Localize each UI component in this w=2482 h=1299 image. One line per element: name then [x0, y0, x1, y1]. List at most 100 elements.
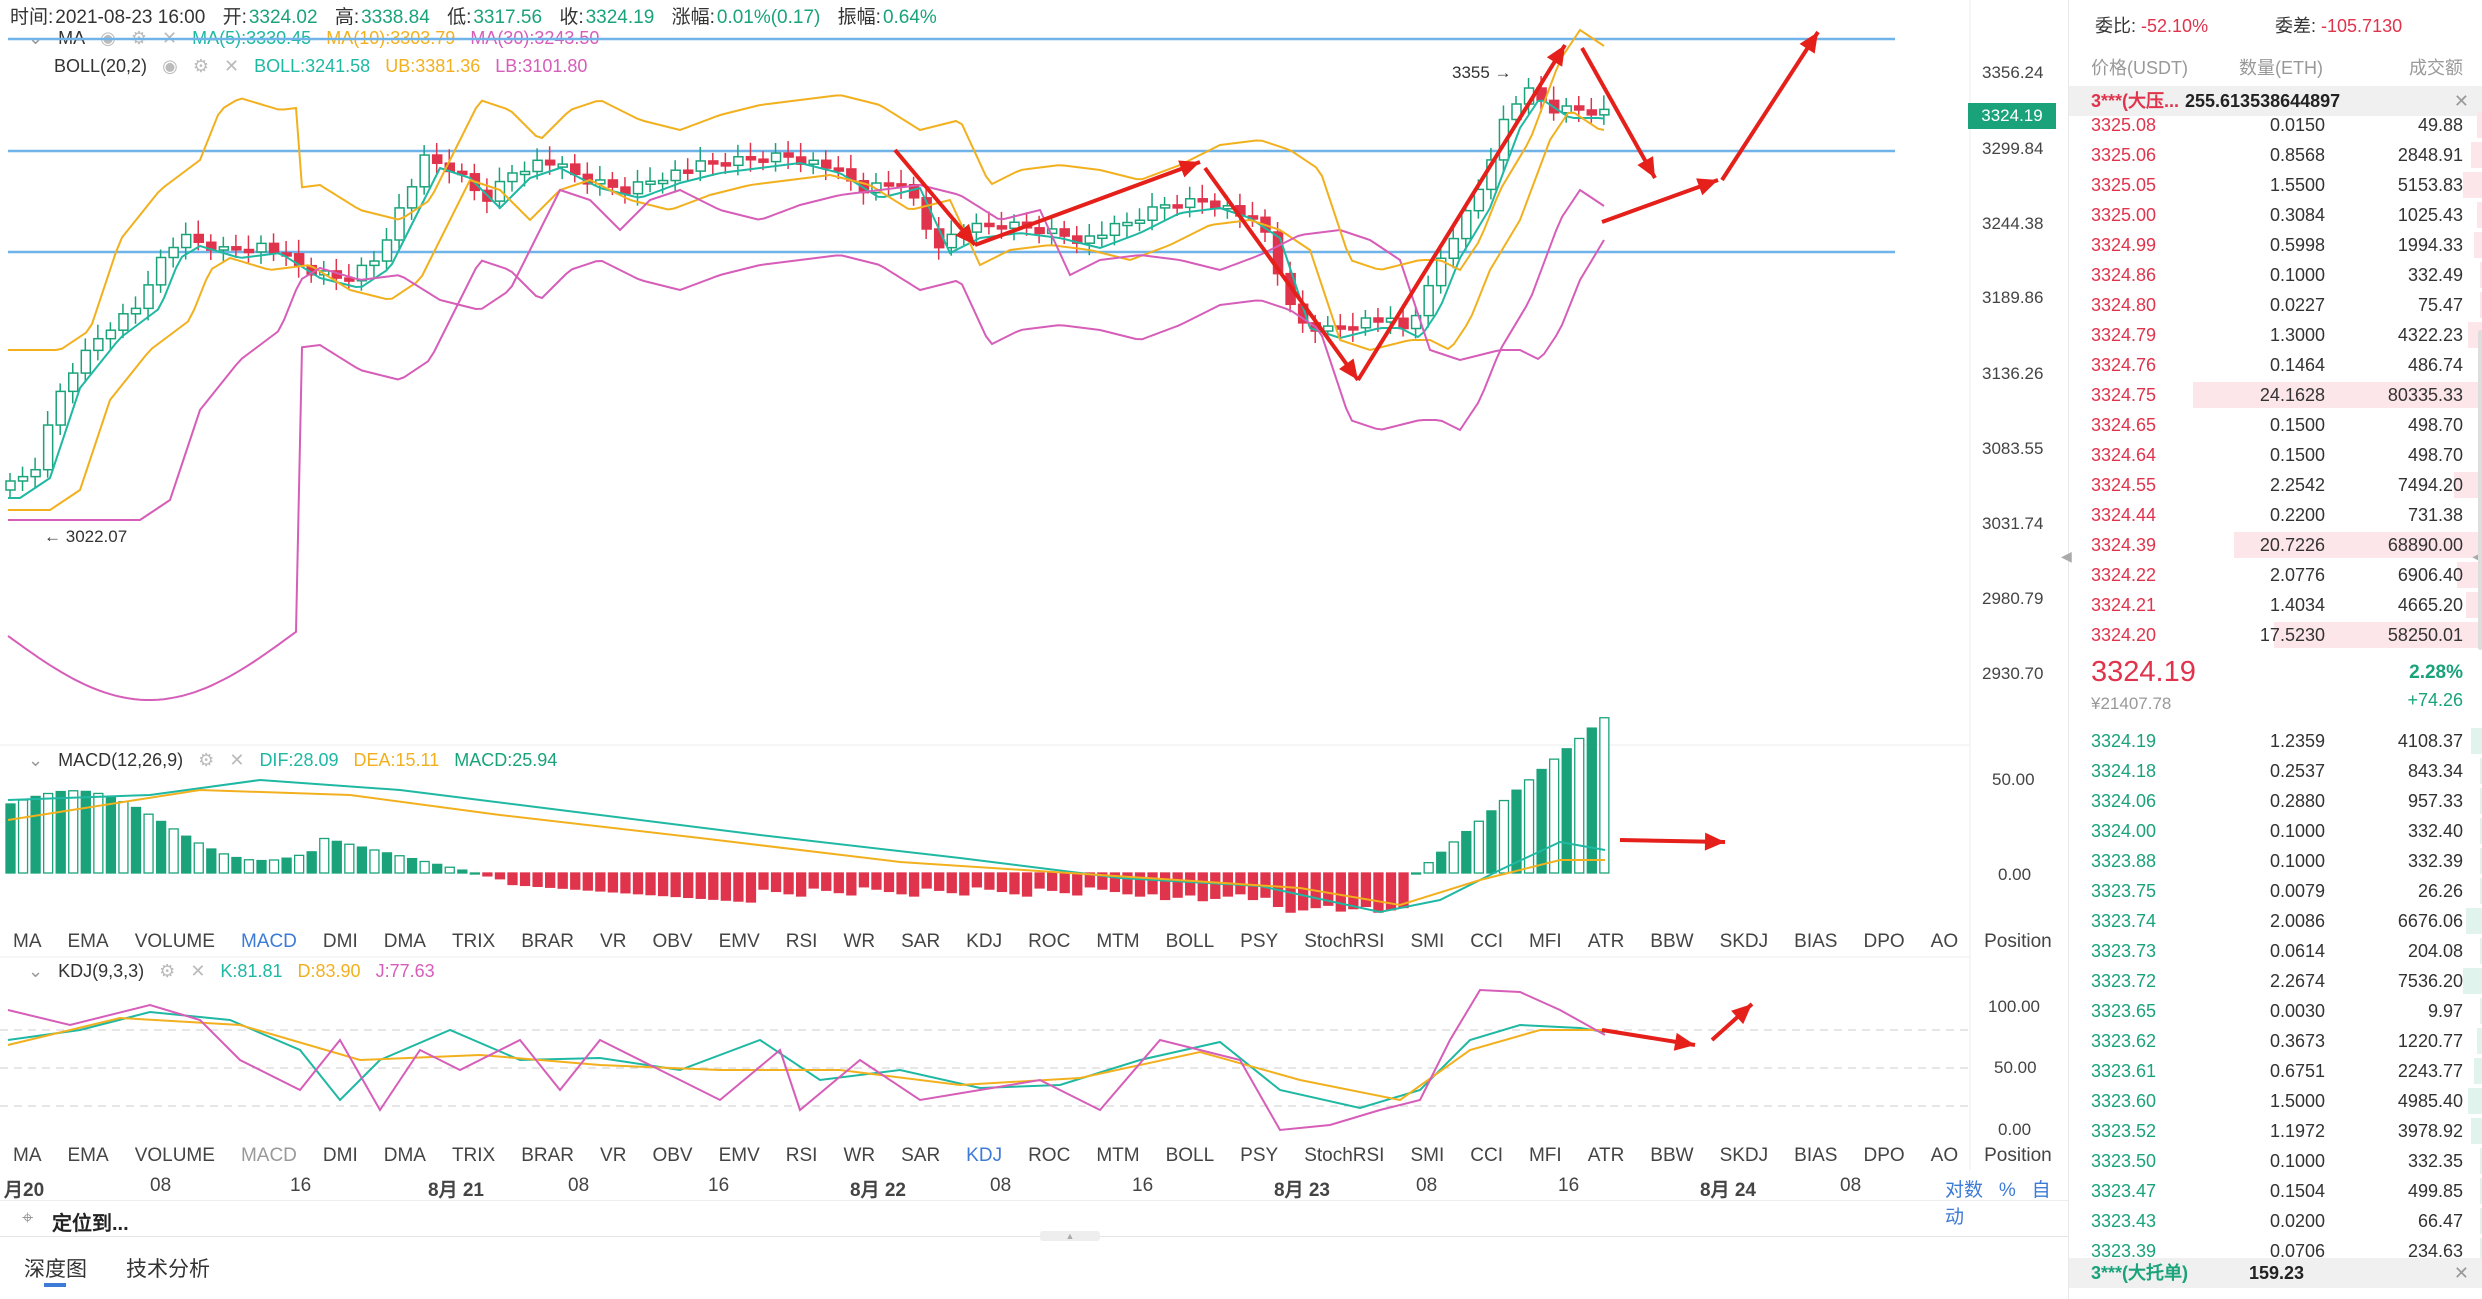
bid-row[interactable]: 3323.74 2.0086 6676.06 [2069, 906, 2482, 936]
tab-dpo[interactable]: DPO [1863, 1145, 1905, 1166]
close-icon[interactable]: ✕ [2453, 91, 2469, 111]
collapse-icon[interactable]: ⌄ [28, 750, 44, 770]
bid-row[interactable]: 3323.60 1.5000 4985.40 [2069, 1086, 2482, 1116]
tab-atr[interactable]: ATR [1587, 931, 1625, 952]
tab-vr[interactable]: VR [600, 1145, 627, 1166]
tab-macd[interactable]: MACD [240, 931, 297, 952]
tab-stochrsi[interactable]: StochRSI [1304, 1145, 1385, 1166]
tab-sar[interactable]: SAR [901, 931, 941, 952]
tab-boll[interactable]: BOLL [1165, 1145, 1215, 1166]
close-icon[interactable]: ✕ [2453, 1263, 2469, 1283]
collapse-panel-left-icon[interactable]: ◀ [2061, 548, 2072, 564]
tab-kdj[interactable]: KDJ [966, 931, 1003, 952]
tab-obv[interactable]: OBV [652, 1145, 693, 1166]
tab-technical-analysis[interactable]: 技术分析 [126, 1258, 210, 1281]
top-whale-row[interactable]: 3***(大压... 255.613538644897 ✕ [2069, 86, 2482, 116]
ask-row[interactable]: 3324.75 24.1628 80335.33 [2069, 380, 2482, 410]
tab-volume[interactable]: VOLUME [134, 1145, 215, 1166]
tab-rsi[interactable]: RSI [785, 1145, 818, 1166]
tab-brar[interactable]: BRAR [521, 1145, 575, 1166]
tab-mfi[interactable]: MFI [1528, 931, 1562, 952]
tab-brar[interactable]: BRAR [521, 931, 575, 952]
tab-bias[interactable]: BIAS [1794, 931, 1838, 952]
tab-bbw[interactable]: BBW [1650, 1145, 1694, 1166]
bid-row[interactable]: 3323.75 0.0079 26.26 [2069, 876, 2482, 906]
tab-position[interactable]: Position [1984, 931, 2052, 952]
tab-roc[interactable]: ROC [1028, 1145, 1071, 1166]
bid-row[interactable]: 3324.00 0.1000 332.40 [2069, 816, 2482, 846]
close-icon[interactable]: ✕ [190, 961, 206, 981]
bid-row[interactable]: 3323.47 0.1504 499.85 [2069, 1176, 2482, 1206]
tab-dma[interactable]: DMA [383, 931, 426, 952]
ask-row[interactable]: 3325.05 1.5500 5153.83 [2069, 170, 2482, 200]
settings-icon[interactable]: ⚙ [159, 961, 176, 981]
tab-dmi[interactable]: DMI [322, 931, 358, 952]
locate-button[interactable]: 定位到... [52, 1213, 129, 1235]
ask-row[interactable]: 3325.00 0.3084 1025.43 [2069, 200, 2482, 230]
tab-trix[interactable]: TRIX [451, 1145, 496, 1166]
tab-rsi[interactable]: RSI [785, 931, 818, 952]
ask-row[interactable]: 3324.76 0.1464 486.74 [2069, 350, 2482, 380]
tab-dma[interactable]: DMA [383, 1145, 426, 1166]
tab-ema[interactable]: EMA [67, 931, 109, 952]
bid-row[interactable]: 3323.62 0.3673 1220.77 [2069, 1026, 2482, 1056]
tab-volume[interactable]: VOLUME [134, 931, 215, 952]
tab-psy[interactable]: PSY [1240, 1145, 1279, 1166]
bid-row[interactable]: 3323.72 2.2674 7536.20 [2069, 966, 2482, 996]
tab-dpo[interactable]: DPO [1863, 931, 1905, 952]
bottom-whale-row[interactable]: 3***(大托单) 159.23 ✕ [2069, 1258, 2482, 1288]
tab-emv[interactable]: EMV [718, 1145, 760, 1166]
percent-scale-toggle[interactable]: % [1998, 1180, 2016, 1201]
ask-row[interactable]: 3325.08 0.0150 49.88 [2069, 110, 2482, 140]
tab-psy[interactable]: PSY [1240, 931, 1279, 952]
tab-ao[interactable]: AO [1930, 1145, 1959, 1166]
panel-resize-handle[interactable]: ▲ [1040, 1231, 1100, 1241]
tab-depth-chart[interactable]: 深度图 [24, 1258, 87, 1281]
bid-row[interactable]: 3323.65 0.0030 9.97 [2069, 996, 2482, 1026]
tab-boll[interactable]: BOLL [1165, 931, 1215, 952]
tab-smi[interactable]: SMI [1410, 931, 1445, 952]
tab-cci[interactable]: CCI [1470, 931, 1503, 952]
ask-row[interactable]: 3324.39 20.7226 68890.00 [2069, 530, 2482, 560]
collapse-panel-right-icon[interactable]: ◀ [2472, 548, 2482, 565]
tab-skdj[interactable]: SKDJ [1719, 1145, 1769, 1166]
scrollbar[interactable] [2478, 330, 2482, 650]
tab-position[interactable]: Position [1984, 1145, 2052, 1166]
tab-smi[interactable]: SMI [1410, 1145, 1445, 1166]
tab-mtm[interactable]: MTM [1096, 1145, 1140, 1166]
settings-icon[interactable]: ⚙ [198, 750, 215, 770]
ask-row[interactable]: 3324.64 0.1500 498.70 [2069, 440, 2482, 470]
tab-dmi[interactable]: DMI [322, 1145, 358, 1166]
bid-row[interactable]: 3323.88 0.1000 332.39 [2069, 846, 2482, 876]
eye-icon[interactable]: ◉ [162, 56, 178, 76]
tab-mtm[interactable]: MTM [1096, 931, 1140, 952]
ask-row[interactable]: 3324.99 0.5998 1994.33 [2069, 230, 2482, 260]
settings-icon[interactable]: ⚙ [192, 56, 209, 76]
kline-chart-area[interactable]: 时间: 2021-08-23 16:00 开: 3324.02 高: 3338.84 … [0, 0, 2407, 1299]
tab-bbw[interactable]: BBW [1650, 931, 1694, 952]
ask-row[interactable]: 3324.80 0.0227 75.47 [2069, 290, 2482, 320]
ask-row[interactable]: 3324.86 0.1000 332.49 [2069, 260, 2482, 290]
tab-wr[interactable]: WR [843, 1145, 876, 1166]
tab-macd[interactable]: MACD [240, 1145, 297, 1166]
ask-row[interactable]: 3324.20 17.5230 58250.01 [2069, 620, 2482, 650]
ask-row[interactable]: 3324.44 0.2200 731.38 [2069, 500, 2482, 530]
tab-skdj[interactable]: SKDJ [1719, 931, 1769, 952]
ask-row[interactable]: 3324.79 1.3000 4322.23 [2069, 320, 2482, 350]
kline-svg[interactable] [0, 0, 2068, 1236]
tab-ma[interactable]: MA [13, 1145, 42, 1166]
tab-wr[interactable]: WR [843, 931, 876, 952]
ask-row[interactable]: 3325.06 0.8568 2848.91 [2069, 140, 2482, 170]
close-icon[interactable]: ✕ [223, 56, 240, 76]
tab-ao[interactable]: AO [1930, 931, 1959, 952]
bid-row[interactable]: 3323.52 1.1972 3978.92 [2069, 1116, 2482, 1146]
bid-row[interactable]: 3323.61 0.6751 2243.77 [2069, 1056, 2482, 1086]
tab-kdj[interactable]: KDJ [966, 1145, 1003, 1166]
auto-scale-toggle[interactable]: 自动 [1945, 1180, 2051, 1228]
tab-stochrsi[interactable]: StochRSI [1304, 931, 1385, 952]
bid-row[interactable]: 3324.18 0.2537 843.34 [2069, 756, 2482, 786]
log-scale-toggle[interactable]: 对数 [1945, 1180, 1984, 1201]
ask-row[interactable]: 3324.22 2.0776 6906.40 [2069, 560, 2482, 590]
tab-roc[interactable]: ROC [1028, 931, 1071, 952]
ask-row[interactable]: 3324.65 0.1500 498.70 [2069, 410, 2482, 440]
